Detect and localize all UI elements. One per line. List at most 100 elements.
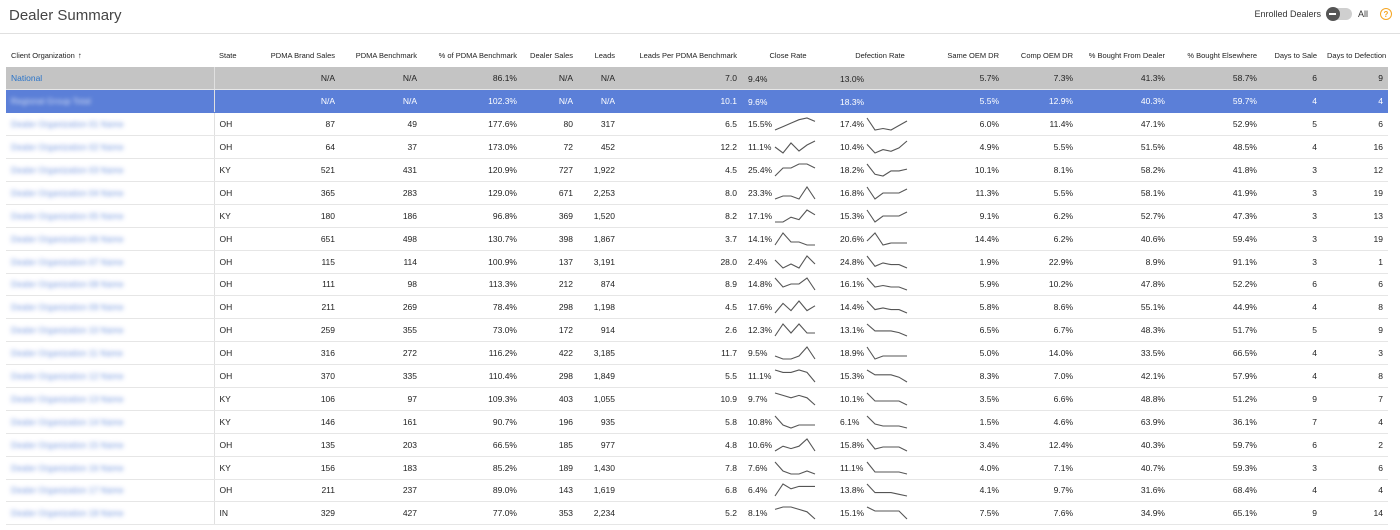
close-rate-value: 8.1% [748, 508, 768, 519]
cell-dsale: 4 [1262, 89, 1322, 114]
column-header-state[interactable]: State [214, 44, 258, 67]
table-row[interactable]: Dealer Organization 15 Name OH 135 203 66.5%… [6, 433, 1388, 457]
table-row[interactable]: Regional Group Total N/A N/A 102.3% N/A N/A 10… [6, 89, 1388, 114]
cell-org[interactable]: Dealer Organization 01 Name [6, 112, 215, 137]
client-organization-link[interactable]: Dealer Organization 02 Name [11, 142, 124, 153]
cell-brand: 651 [258, 227, 340, 251]
column-header-close[interactable]: Close Rate [742, 44, 834, 67]
client-organization-link[interactable]: Dealer Organization 07 Name [11, 256, 124, 267]
client-organization-link[interactable]: Dealer Organization 09 Name [11, 302, 124, 313]
cell-state: OH [214, 295, 258, 320]
table-row[interactable]: Dealer Organization 02 Name OH 64 37 173.0% 7… [6, 135, 1388, 160]
client-organization-link[interactable]: Dealer Organization 13 Name [11, 393, 124, 404]
table-row[interactable]: Dealer Organization 01 Name OH 87 49 177.6% 8… [6, 112, 1388, 137]
column-header-bench[interactable]: PDMA Benchmark [340, 44, 422, 67]
cell-org[interactable]: Dealer Organization 17 Name [6, 479, 215, 503]
table-row[interactable]: Dealer Organization 06 Name OH 651 498 130.7… [6, 227, 1388, 251]
cell-comp: 7.0% [1004, 364, 1078, 388]
cell-brand: 106 [258, 387, 340, 411]
table-row[interactable]: Dealer Organization 07 Name OH 115 114 100.9… [6, 250, 1388, 274]
enrolled-dealers-toggle[interactable] [1325, 7, 1352, 21]
client-organization-link[interactable]: Dealer Organization 10 Name [11, 325, 124, 336]
cell-org[interactable]: Regional Group Total [6, 89, 215, 114]
cell-org[interactable]: Dealer Organization 13 Name [6, 387, 215, 411]
table-row[interactable]: National N/A N/A 86.1% N/A N/A 7.0 9.4% 13.0% 5.7… [6, 67, 1388, 91]
cell-leads: 1,430 [578, 456, 620, 480]
client-organization-link[interactable]: Dealer Organization 05 Name [11, 210, 124, 221]
cell-org[interactable]: Dealer Organization 16 Name [6, 456, 215, 480]
cell-org[interactable]: Dealer Organization 07 Name [6, 250, 215, 274]
column-header-label: Close Rate [769, 51, 807, 60]
column-header-sales[interactable]: Dealer Sales [522, 44, 578, 67]
column-header-leads[interactable]: Leads [578, 44, 620, 67]
column-header-dsale[interactable]: Days to Sale [1262, 44, 1322, 67]
table-row[interactable]: Dealer Organization 17 Name OH 211 237 89.0%… [6, 479, 1388, 503]
client-organization-link[interactable]: Dealer Organization 03 Name [11, 165, 124, 175]
client-organization-link[interactable]: Dealer Organization 04 Name [11, 187, 124, 198]
table-row[interactable]: Dealer Organization 12 Name OH 370 335 110.4… [6, 364, 1388, 388]
client-organization-link[interactable]: Dealer Organization 01 Name [11, 119, 124, 130]
table-row[interactable]: Dealer Organization 16 Name KY 156 183 85.2%… [6, 456, 1388, 480]
column-header-brand[interactable]: PDMA Brand Sales [258, 44, 340, 67]
cell-defect: 20.6% [834, 227, 926, 251]
client-organization-link[interactable]: National [11, 73, 43, 84]
cell-org[interactable]: Dealer Organization 11 Name [6, 341, 215, 366]
table-row[interactable]: Dealer Organization 08 Name OH 111 98 113.3%… [6, 273, 1388, 297]
cell-defect: 15.3% [834, 364, 926, 388]
client-organization-link[interactable]: Dealer Organization 08 Name [11, 279, 124, 290]
cell-org[interactable]: Dealer Organization 14 Name [6, 410, 215, 434]
column-header-bought[interactable]: % Bought From Dealer [1078, 44, 1170, 67]
cell-org[interactable]: Dealer Organization 18 Name [6, 501, 215, 526]
table-row[interactable]: Dealer Organization 14 Name KY 146 161 90.7%… [6, 410, 1388, 434]
cell-org[interactable]: Dealer Organization 03 Name [6, 158, 215, 182]
cell-org[interactable]: Dealer Organization 05 Name [6, 204, 215, 228]
table-row[interactable]: Dealer Organization 09 Name OH 211 269 78.4%… [6, 295, 1388, 320]
client-organization-link[interactable]: Dealer Organization 15 Name [11, 439, 124, 450]
table-row[interactable]: Dealer Organization 05 Name KY 180 186 96.8%… [6, 204, 1388, 228]
cell-org[interactable]: Dealer Organization 10 Name [6, 318, 215, 343]
help-icon[interactable]: ? [1380, 8, 1392, 20]
cell-org[interactable]: Dealer Organization 04 Name [6, 181, 215, 205]
column-header-same[interactable]: Same OEM DR [926, 44, 1004, 67]
client-organization-link[interactable]: Dealer Organization 17 Name [11, 485, 124, 496]
client-organization-link[interactable]: Dealer Organization 11 Name [11, 348, 123, 359]
sparkline-path [774, 346, 816, 360]
cell-dsale: 3 [1262, 204, 1322, 228]
cell-bought: 40.3% [1078, 433, 1170, 457]
cell-dsale: 6 [1262, 67, 1322, 91]
client-organization-link[interactable]: Dealer Organization 14 Name [11, 416, 124, 427]
column-header-pct[interactable]: % of PDMA Benchmark [422, 44, 522, 67]
table-row[interactable]: Dealer Organization 18 Name IN 329 427 77.0%… [6, 501, 1388, 526]
column-header-ddef[interactable]: Days to Defection [1322, 44, 1388, 67]
client-organization-link[interactable]: Dealer Organization 06 Name [11, 233, 124, 244]
cell-org[interactable]: Dealer Organization 12 Name [6, 364, 215, 388]
table-row[interactable]: Dealer Organization 11 Name OH 316 272 116.2… [6, 341, 1388, 366]
client-organization-link[interactable]: Dealer Organization 12 Name [11, 371, 124, 382]
cell-org[interactable]: Dealer Organization 15 Name [6, 433, 215, 457]
sparkline [774, 506, 816, 520]
cell-ddef: 19 [1322, 227, 1388, 251]
cell-org[interactable]: Dealer Organization 06 Name [6, 227, 215, 251]
table-row[interactable]: Dealer Organization 04 Name OH 365 283 129.0… [6, 181, 1388, 205]
table-row[interactable]: Dealer Organization 03 Name KY 521 431 120.9… [6, 158, 1388, 182]
client-organization-link[interactable]: Regional Group Total [11, 96, 91, 107]
cell-org[interactable]: Dealer Organization 09 Name [6, 295, 215, 320]
table-row[interactable]: Dealer Organization 10 Name OH 259 355 73.0%… [6, 318, 1388, 343]
column-header-comp[interactable]: Comp OEM DR [1004, 44, 1078, 67]
cell-org[interactable]: National [6, 67, 215, 91]
client-organization-link[interactable]: Dealer Organization 18 Name [11, 508, 124, 519]
cell-org[interactable]: Dealer Organization 02 Name [6, 135, 215, 160]
sparkline-path [774, 231, 815, 246]
cell-pct: 77.0% [422, 501, 522, 526]
table-row[interactable]: Dealer Organization 13 Name KY 106 97 109.3%… [6, 387, 1388, 411]
sort-ascending-icon[interactable]: ↑ [77, 51, 82, 60]
column-header-defect[interactable]: Defection Rate [834, 44, 926, 67]
cell-org[interactable]: Dealer Organization 08 Name [6, 273, 215, 297]
column-header-else[interactable]: % Bought Elsewhere [1170, 44, 1262, 67]
column-header-lpb[interactable]: Leads Per PDMA Benchmark [620, 44, 742, 67]
cell-ddef: 2 [1322, 433, 1388, 457]
cell-comp: 8.1% [1004, 158, 1078, 182]
client-organization-link[interactable]: Dealer Organization 16 Name [11, 462, 124, 473]
cell-comp: 5.5% [1004, 135, 1078, 160]
column-header-org[interactable]: Client Organization ↑ [6, 44, 214, 67]
